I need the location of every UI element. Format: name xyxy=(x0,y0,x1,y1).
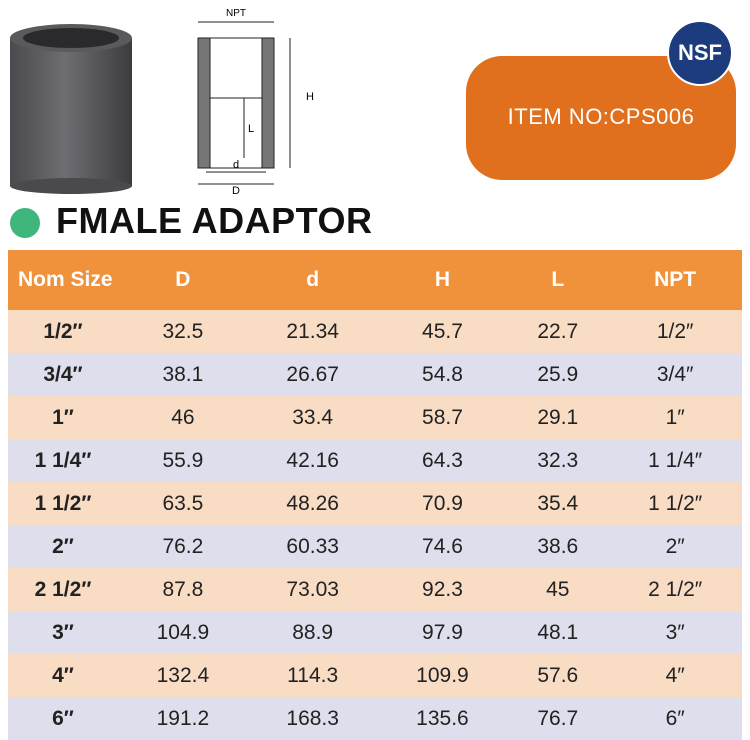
cell: 114.3 xyxy=(247,654,378,697)
cell: 58.7 xyxy=(377,396,508,439)
l-label: L xyxy=(248,123,254,135)
table-row: 3″ 104.9 88.9 97.9 48.1 3″ xyxy=(8,611,742,654)
cell: 57.6 xyxy=(507,654,609,697)
cell: 1 1/4″ xyxy=(608,439,742,482)
header-cell: L xyxy=(507,250,609,310)
cell: 6″ xyxy=(608,697,742,740)
cell: 60.33 xyxy=(247,525,378,568)
table-row: 6″ 191.2 168.3 135.6 76.7 6″ xyxy=(8,697,742,740)
cell: 32.5 xyxy=(118,310,248,353)
cylinder xyxy=(10,38,132,186)
header-cell: d xyxy=(247,250,378,310)
cell: 76.7 xyxy=(507,697,609,740)
cell: 6″ xyxy=(8,697,118,740)
cell: 2″ xyxy=(608,525,742,568)
cell: 2″ xyxy=(8,525,118,568)
table-row: 2″ 76.2 60.33 74.6 38.6 2″ xyxy=(8,525,742,568)
cell: 45 xyxy=(507,568,609,611)
cell: 191.2 xyxy=(118,697,248,740)
cell: 88.9 xyxy=(247,611,378,654)
cell: 32.3 xyxy=(507,439,609,482)
cell: 26.67 xyxy=(247,353,378,396)
cell: 48.26 xyxy=(247,482,378,525)
cell: 1″ xyxy=(608,396,742,439)
header-cell: Nom Size xyxy=(8,250,118,310)
cell: 3″ xyxy=(608,611,742,654)
cell: 87.8 xyxy=(118,568,248,611)
cell: 33.4 xyxy=(247,396,378,439)
npt-label: NPT xyxy=(226,8,246,19)
header-cell: D xyxy=(118,250,248,310)
cell: 48.1 xyxy=(507,611,609,654)
cell: 70.9 xyxy=(377,482,508,525)
cell: 45.7 xyxy=(377,310,508,353)
cell: 73.03 xyxy=(247,568,378,611)
table-row: 1/2″ 32.5 21.34 45.7 22.7 1/2″ xyxy=(8,310,742,353)
item-number: ITEM NO:CPS006 xyxy=(507,104,695,129)
table-row: 1 1/4″ 55.9 42.16 64.3 32.3 1 1/4″ xyxy=(8,439,742,482)
cell: 54.8 xyxy=(377,353,508,396)
table-row: 3/4″ 38.1 26.67 54.8 25.9 3/4″ xyxy=(8,353,742,396)
cell: 55.9 xyxy=(118,439,248,482)
cell: 132.4 xyxy=(118,654,248,697)
table-row: 4″ 132.4 114.3 109.9 57.6 4″ xyxy=(8,654,742,697)
cell: 2 1/2″ xyxy=(8,568,118,611)
cell: 4″ xyxy=(608,654,742,697)
cell: 46 xyxy=(118,396,248,439)
cell: 1 1/4″ xyxy=(8,439,118,482)
bullet xyxy=(10,208,40,238)
cell: 1 1/2″ xyxy=(608,482,742,525)
table-row: 1″ 46 33.4 58.7 29.1 1″ xyxy=(8,396,742,439)
h-label: H xyxy=(306,91,314,103)
cell: 38.1 xyxy=(118,353,248,396)
cell: 3/4″ xyxy=(8,353,118,396)
cell: 3/4″ xyxy=(608,353,742,396)
cell: 104.9 xyxy=(118,611,248,654)
cell: 64.3 xyxy=(377,439,508,482)
cell: 168.3 xyxy=(247,697,378,740)
cell: 29.1 xyxy=(507,396,609,439)
d-label: D xyxy=(232,185,240,197)
title: FMALE ADAPTOR xyxy=(56,200,373,241)
cell: 1″ xyxy=(8,396,118,439)
header-cell: NPT xyxy=(608,250,742,310)
cell: 21.34 xyxy=(247,310,378,353)
cell: 76.2 xyxy=(118,525,248,568)
cell: 135.6 xyxy=(377,697,508,740)
table-row: 2 1/2″ 87.8 73.03 92.3 45 2 1/2″ xyxy=(8,568,742,611)
cell: 63.5 xyxy=(118,482,248,525)
cell: 2 1/2″ xyxy=(608,568,742,611)
cell: 4″ xyxy=(8,654,118,697)
cell: 42.16 xyxy=(247,439,378,482)
nsf-logo: NSF xyxy=(667,20,733,86)
d-label: d xyxy=(233,159,239,171)
cell: 74.6 xyxy=(377,525,508,568)
cell: 38.6 xyxy=(507,525,609,568)
cell: 97.9 xyxy=(377,611,508,654)
cell: 1/2″ xyxy=(8,310,118,353)
product-images: NPT H L d D xyxy=(10,8,314,197)
cell: 1/2″ xyxy=(608,310,742,353)
cell: 35.4 xyxy=(507,482,609,525)
cell: 22.7 xyxy=(507,310,609,353)
cell: 25.9 xyxy=(507,353,609,396)
cell: 109.9 xyxy=(377,654,508,697)
cell: 1 1/2″ xyxy=(8,482,118,525)
technical-drawing xyxy=(197,21,291,185)
cell: 92.3 xyxy=(377,568,508,611)
cell: 3″ xyxy=(8,611,118,654)
table-row: 1 1/2″ 63.5 48.26 70.9 35.4 1 1/2″ xyxy=(8,482,742,525)
header-cell: H xyxy=(377,250,508,310)
